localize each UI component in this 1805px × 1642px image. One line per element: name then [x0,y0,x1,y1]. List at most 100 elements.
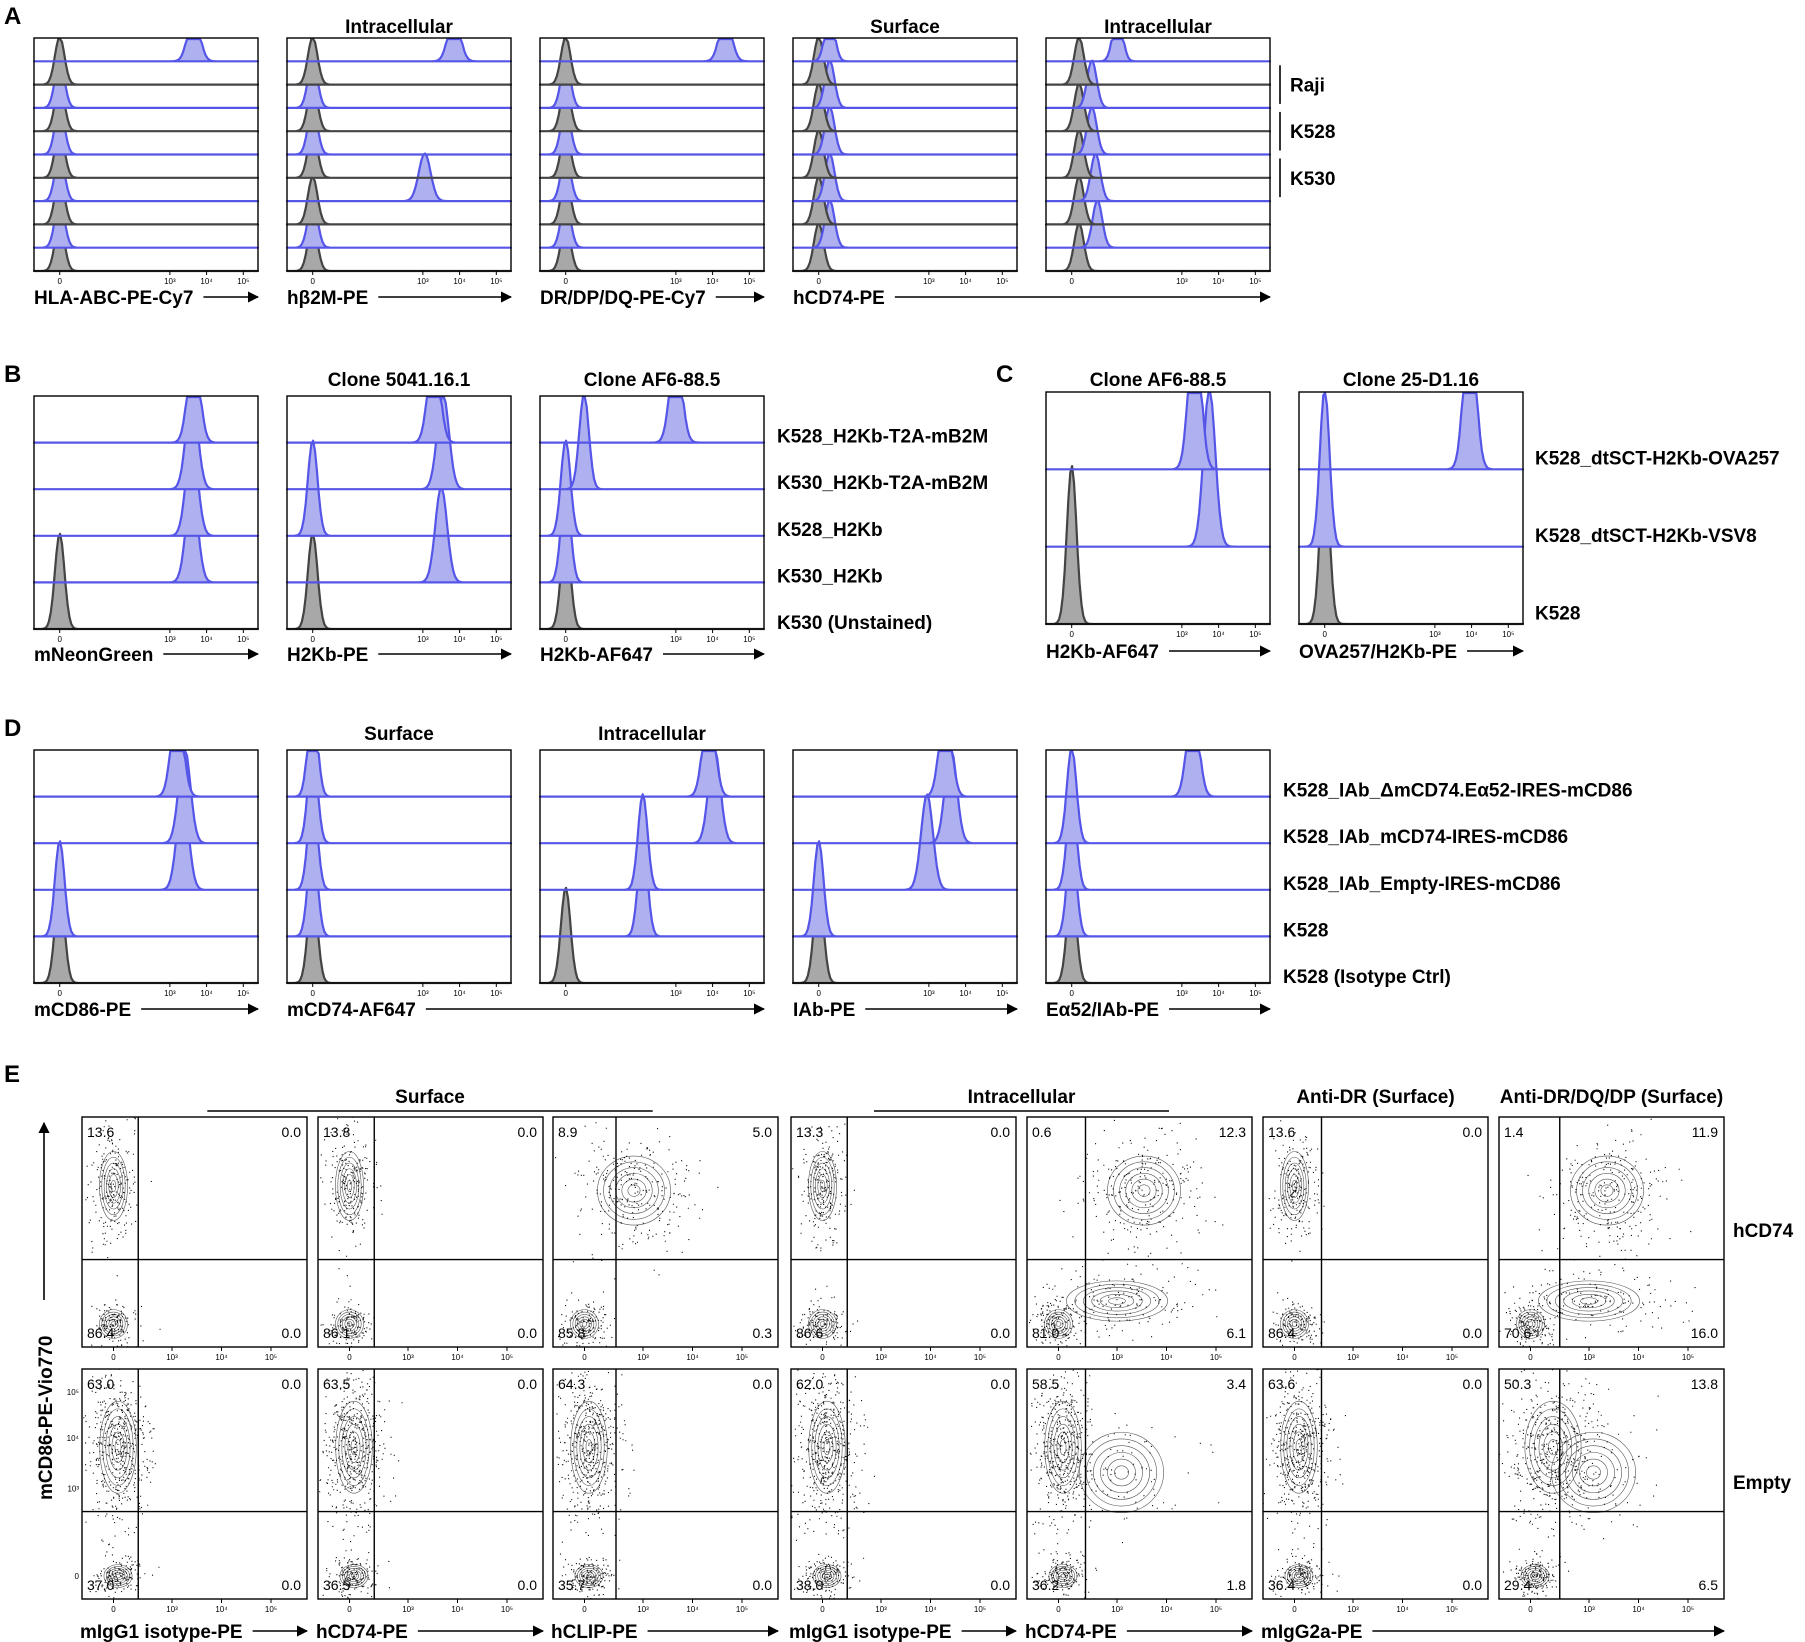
panel-e-plot-r2-c5-contour-2-1 [1059,1439,1067,1456]
panel-d-plot-1-tick-label-4: 10⁵ [237,989,249,998]
panel-e-plot-r1-c5-contour-3-3 [1091,1290,1143,1312]
panel-e-plot-r1-c7-contour-2-6 [1570,1155,1644,1226]
panel-e-plot-r2-c5-xtick-label-1: 0 [1056,1605,1061,1614]
panel-e-plot-r1-c5-contour-2-3 [1125,1173,1163,1209]
panel-b-plot-2: 0 10³ 10⁴ 10⁵ [285,395,513,644]
panel-a-plot-5-peak-row-7 [1044,152,1272,203]
panel-e-plot-r2-c2-xtick-label-4: 10⁵ [501,1605,513,1614]
panel-a-plot-3: 0 10³ 10⁴ 10⁵ [538,37,766,286]
panel-c-histograms: 0 10³ 10⁴ 10⁵ 0 10³ 10⁴ 10⁵ Clone AF6-88.5 Clone … [1044,370,1780,663]
panel-e-plot-r2-c3-q-lower-right: 0.0 [753,1577,773,1593]
panel-e-plot-r2-c7-contour-2-5 [1529,1408,1577,1486]
panel-e-plot-r2-c4-contour-2-2 [820,1431,834,1463]
panel-e-plot-r1-c6-q-lower-left: 86.4 [1268,1325,1295,1341]
panel-b-row-label-4: K530_H2Kb [777,566,883,587]
panel-d-plot-3-peak-row-2 [538,749,766,845]
panel-e-plot-r2-c7-contour-2-2 [1543,1431,1563,1463]
panel-b-plot-2-tick-label-1: 0 [310,635,315,644]
panel-e-axis-label-1: mIgG1 isotype-PE [80,1622,243,1642]
panel-d-plot-3-tick-label-1: 0 [563,989,568,998]
panel-e-plot-r2-c1-dots-1 [89,1543,160,1599]
panel-a-axis-label-1: HLA-ABC-PE-Cy7 [34,288,193,309]
panel-e-plot-r2-c5-contour-3-6 [1079,1431,1164,1514]
panel-e-plot-r1-c7-xtick-label-3: 10⁴ [1632,1353,1645,1362]
panel-e-plot-r1-c1-contour-2-2 [108,1174,119,1198]
panel-e-plot-r2-c5-xtick-label-4: 10⁵ [1210,1605,1222,1614]
panel-e-plot-r1-c2-dots-1 [320,1275,375,1347]
panel-e-plot-r2-c3-contour-2-3 [579,1423,599,1471]
panel-e-plot-r1-c6-xtick-label-3: 10⁴ [1396,1353,1409,1362]
panel-b-plot-3-peak-row-3 [538,439,766,537]
panel-a-plot-3-tick-label-2: 10³ [670,277,682,286]
panel-e-plot-r1-c3-contour-1-1 [581,1321,588,1327]
panel-e-plot-r2-c5-contour-3-1 [1114,1465,1129,1480]
panel-e-plot-r1-c3-contour-2-5 [603,1161,665,1220]
panel-d-plot-1-frame [33,749,259,984]
panel-e-plot-r2-c2-xtick-label-2: 10³ [402,1605,414,1614]
panel-e-plot-r2-c5-frame [1026,1368,1253,1600]
panel-e-plot-r2-c7-q-upper-left: 50.3 [1504,1376,1531,1392]
panel-a-header-3: Intracellular [1104,17,1212,38]
panel-e-plot-r2-c7-dots-1 [1503,1551,1570,1599]
panel-a-plot-4-tick-label-3: 10⁴ [959,277,972,286]
panel-a-plot-1-peak-row-8 [32,175,260,226]
panel-a-plot-3-tick-label-3: 10⁴ [706,277,719,286]
panel-b-axis-label-1: mNeonGreen [34,645,153,666]
panel-e-plot-r2-c4-contour-1-6 [812,1564,842,1588]
panel-e-plot-r1-c4: 13.3 0.0 86.6 0.0 0 10³ 10⁴ 10⁵ [790,1116,1017,1362]
panel-e-plot-r1-c4-q-lower-left: 86.6 [796,1325,823,1341]
panel-e-plot-r2-c6-xtick-label-2: 10³ [1347,1605,1359,1614]
panel-e-plot-r2-c5-contour-2-5 [1047,1408,1079,1486]
panel-e-plot-r2-c5-q-lower-right: 1.8 [1227,1577,1247,1593]
panel-e-plot-r2-c4-q-upper-left: 62.0 [796,1376,823,1392]
panel-d-plot-5-tick-label-1: 0 [1069,989,1074,998]
panel-e-plot-r1-c7-contour-2-4 [1582,1167,1632,1214]
panel-e-plot-r1-c5-q-lower-left: 81.0 [1032,1325,1059,1341]
panel-e-plot-r1-c4-q-upper-left: 13.3 [796,1124,823,1140]
panel-e-plot-r1-c3-xtick-label-3: 10⁴ [686,1353,699,1362]
panel-a-plot-1-tick-label-1: 0 [57,277,62,286]
panel-e-plot-r2-c7-contour-3-3 [1572,1452,1615,1493]
panel-d-plot-5: 0 10³ 10⁴ 10⁵ [1044,749,1272,998]
panel-e-plot-r2-c1-xtick-label-4: 10⁵ [265,1605,277,1614]
panel-d-plot-5-peak-row-2 [1044,749,1272,845]
panel-e-plot-r2-c5-contour-1-5 [1050,1566,1076,1586]
panel-d-plot-2: 0 10³ 10⁴ 10⁵ [285,749,513,998]
panel-d-plot-2-peak-row-4 [285,840,513,938]
panel-e-plot-r1-c3-xtick-label-2: 10³ [637,1353,649,1362]
panel-a-plot-2-tick-label-1: 0 [310,277,315,286]
panel-e-plot-r2-c7-xtick-label-2: 10³ [1583,1605,1595,1614]
panel-b-plot-3-tick-label-2: 10³ [670,635,682,644]
panel-a-plot-4-tick-label-1: 0 [816,277,821,286]
panel-e-plot-r1-c3-q-upper-left: 8.9 [558,1124,578,1140]
panel-e-plot-r2-c3-xtick-label-2: 10³ [637,1605,649,1614]
panel-e-plot-r2-c7-contour-3-6 [1551,1431,1636,1514]
panel-e-plot-r1-c3-contour-1-2 [579,1318,590,1330]
panel-a-plot-5-tick-label-4: 10⁵ [1249,277,1261,286]
panel-e-plot-r1-c2-xtick-label-4: 10⁵ [501,1353,513,1362]
panel-d-axis-label-3: IAb-PE [793,1000,855,1021]
panel-e-plot-r1-c4-contour-2-5 [810,1156,835,1216]
panel-d-plot-5-tick-label-3: 10⁴ [1212,989,1225,998]
panel-e-plot-r1-c3-frame [552,1116,779,1348]
panel-e-plot-r1-c7-xtick-label-4: 10⁵ [1682,1353,1694,1362]
panel-d-plot-4-frame [792,749,1018,984]
panel-e-plot-r2-c2-q-lower-left: 36.5 [323,1577,350,1593]
panel-e-plot-r1-c4-contour-1-5 [810,1311,835,1337]
panel-c-row-label-1: K528_dtSCT-H2Kb-OVA257 [1535,449,1780,470]
panel-e-plot-r2-c7-contour-2-3 [1538,1423,1568,1471]
panel-e-plot-r2-c3-contour-2-4 [576,1416,602,1479]
panel-e-plot-r1-c6-contour-1-6 [1280,1309,1309,1339]
panel-b-plot-1-frame [33,395,259,630]
panel-e-plot-r2-c7-contour-3-4 [1565,1445,1622,1500]
panel-a-plot-5-peak-row-8 [1044,175,1272,226]
panel-c-axis-label-1: H2Kb-AF647 [1046,642,1159,663]
panel-e-plot-r1-c7-contour-2-1 [1600,1184,1614,1197]
panel-e-plot-r1-c2-contour-1-6 [335,1309,364,1339]
panel-e-plot-r2-c6-events [1263,1369,1346,1599]
panel-a-plot-2-peak-row-6 [285,129,513,179]
panel-c-plot-2-tick-label-4: 10⁵ [1502,630,1514,639]
panel-e-plot-r1-c7-q-upper-right: 11.9 [1692,1124,1718,1140]
panel-a-plot-3-peak-row-3 [538,59,766,109]
panel-e-plot-r1-c1-contour-2-5 [101,1156,126,1216]
